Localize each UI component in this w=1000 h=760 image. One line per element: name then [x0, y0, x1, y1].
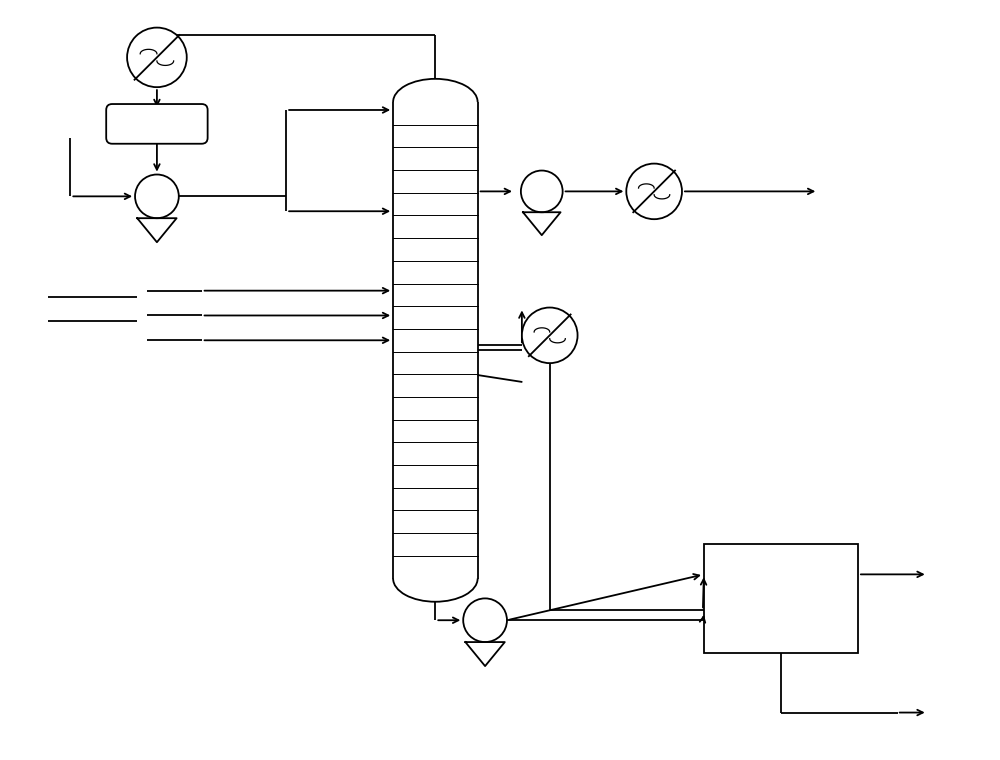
Circle shape — [127, 27, 187, 87]
Bar — [393, 102, 478, 578]
Circle shape — [521, 170, 563, 212]
FancyBboxPatch shape — [106, 104, 208, 144]
Circle shape — [463, 598, 507, 642]
Bar — [704, 544, 858, 653]
Circle shape — [522, 308, 578, 363]
Circle shape — [626, 163, 682, 219]
Circle shape — [135, 175, 179, 218]
